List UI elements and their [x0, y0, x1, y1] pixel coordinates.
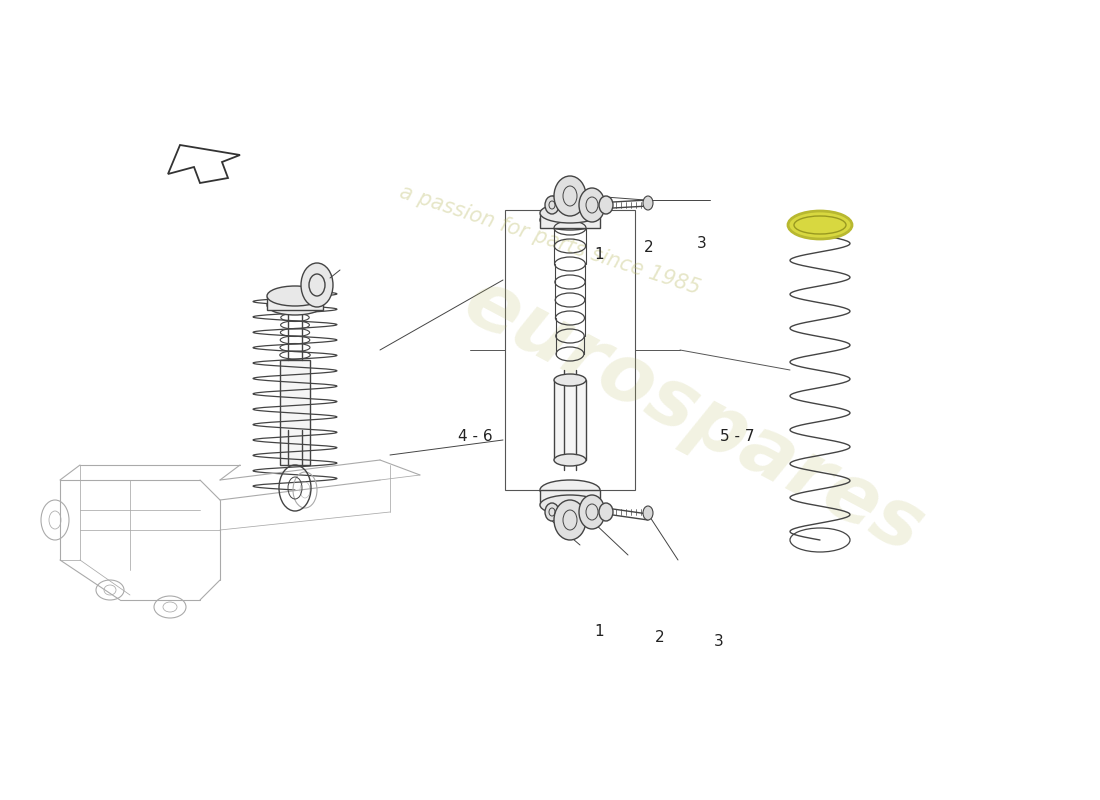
Text: 1: 1 [595, 247, 604, 262]
Ellipse shape [554, 454, 586, 466]
Ellipse shape [579, 495, 605, 529]
Bar [554, 380, 586, 460]
Bar [280, 360, 310, 465]
Text: 4 - 6: 4 - 6 [458, 429, 493, 443]
Text: 1: 1 [595, 625, 604, 639]
Ellipse shape [600, 196, 613, 214]
Text: a passion for parts since 1985: a passion for parts since 1985 [397, 182, 703, 298]
Bar [505, 210, 635, 490]
Text: 2: 2 [645, 241, 653, 255]
Ellipse shape [540, 203, 600, 223]
Ellipse shape [267, 286, 323, 306]
Ellipse shape [540, 210, 600, 230]
Ellipse shape [540, 495, 600, 515]
Ellipse shape [644, 506, 653, 520]
Ellipse shape [544, 503, 559, 521]
Ellipse shape [267, 295, 323, 315]
Ellipse shape [579, 188, 605, 222]
Ellipse shape [554, 374, 586, 386]
Text: eurospares: eurospares [450, 262, 936, 570]
Ellipse shape [554, 176, 586, 216]
Ellipse shape [644, 196, 653, 210]
Ellipse shape [788, 211, 853, 239]
Ellipse shape [301, 263, 333, 307]
Bar [540, 490, 600, 505]
Text: 3: 3 [697, 237, 706, 251]
Ellipse shape [600, 503, 613, 521]
Bar [267, 296, 323, 310]
Text: 3: 3 [714, 634, 723, 649]
Ellipse shape [554, 500, 586, 540]
Ellipse shape [544, 196, 559, 214]
Bar [540, 213, 600, 228]
Ellipse shape [540, 480, 600, 500]
Text: 5 - 7: 5 - 7 [719, 429, 755, 443]
Text: 2: 2 [656, 630, 664, 645]
